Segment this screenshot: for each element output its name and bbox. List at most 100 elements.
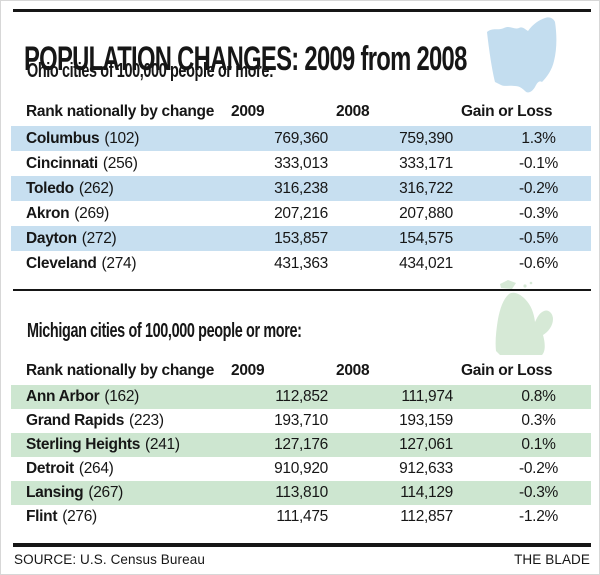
pop-2008-cell: 111,974 (336, 385, 461, 409)
table-row: Flint (276) 111,475 112,857 -1.2% (11, 505, 591, 529)
city-name: Cincinnati (26, 154, 98, 172)
pop-2009-cell: 113,810 (231, 481, 336, 505)
pop-2008-cell: 127,061 (336, 433, 461, 457)
change-cell: 1.3% (461, 126, 591, 151)
city-cell: Lansing (267) (11, 481, 231, 505)
change-cell: -0.2% (519, 460, 558, 477)
pop-2008-cell: 112,857 (400, 508, 453, 525)
city-name: Toledo (26, 179, 74, 197)
change-cell: -0.3% (461, 481, 591, 505)
city-rank: (267) (88, 484, 124, 501)
city-rank: (272) (81, 229, 117, 247)
city-name: Ann Arbor (26, 388, 100, 405)
city-cell: Ann Arbor (162) (11, 385, 231, 409)
table-row: Akron (269) 207,216 207,880 -0.3% (11, 201, 591, 226)
table-row: Grand Rapids (223) 193,710 193,159 0.3% (11, 409, 591, 433)
pop-2009-cell: 316,238 (231, 176, 336, 201)
pop-2008-cell: 193,159 (399, 412, 453, 429)
change-cell: 0.3% (521, 412, 556, 429)
city-rank: (264) (78, 460, 114, 477)
table-row: Columbus (102) 769,360 759,390 1.3% (11, 126, 591, 151)
city-cell: Grand Rapids (223) (11, 409, 231, 433)
city-cell: Toledo (262) (11, 176, 231, 201)
col-header-rank: Rank nationally by change (26, 103, 215, 120)
city-rank: (102) (104, 129, 140, 147)
city-name: Cleveland (26, 254, 97, 272)
pop-2009-cell: 207,216 (274, 204, 328, 222)
pop-2008-cell: 114,129 (336, 481, 461, 505)
ohio-table: Rank nationally by change 2009 2008 Gain… (11, 102, 591, 276)
city-rank: (269) (74, 204, 109, 222)
table-row: Lansing (267) 113,810 114,129 -0.3% (11, 481, 591, 505)
pop-2009-cell: 153,857 (231, 226, 336, 251)
michigan-table: Rank nationally by change 2009 2008 Gain… (11, 361, 591, 529)
city-rank: (241) (145, 436, 180, 453)
table-row: Toledo (262) 316,238 316,722 -0.2% (11, 176, 591, 201)
city-cell: Cincinnati (256) (11, 151, 231, 176)
col-header-gain-or-loss: Gain or Loss (461, 103, 553, 120)
pop-2009-cell: 431,363 (274, 254, 328, 272)
top-rule (13, 9, 591, 12)
city-rank: (162) (104, 388, 140, 405)
city-rank: (276) (62, 508, 97, 525)
table-row: Cleveland (274) 431,363 434,021 -0.6% (11, 251, 591, 276)
pop-2008-cell: 316,722 (336, 176, 461, 201)
city-name: Sterling Heights (26, 436, 141, 453)
bottom-rule (13, 543, 591, 547)
change-cell: 0.8% (461, 385, 591, 409)
pop-2009-cell: 910,920 (274, 460, 328, 477)
pop-2008-cell: 759,390 (336, 126, 461, 151)
city-cell: Detroit (264) (11, 457, 231, 481)
michigan-state-icon (495, 280, 553, 355)
city-name: Grand Rapids (26, 412, 125, 429)
change-cell: -0.2% (461, 176, 591, 201)
table-row: Ann Arbor (162) 112,852 111,974 0.8% (11, 385, 591, 409)
col-header-rank: Rank nationally by change (26, 362, 215, 379)
city-cell: Akron (269) (11, 201, 231, 226)
pop-2008-cell: 912,633 (399, 460, 453, 477)
pop-2008-cell: 154,575 (336, 226, 461, 251)
ohio-section-subtitle: Ohio cities of 100,000 people or more: (27, 60, 274, 82)
city-cell: Flint (276) (11, 505, 231, 529)
pop-2008-cell: 207,880 (399, 204, 453, 222)
city-cell: Columbus (102) (11, 126, 231, 151)
publisher-credit: THE BLADE (514, 552, 590, 567)
table-row: Cincinnati (256) 333,013 333,171 -0.1% (11, 151, 591, 176)
page-title: POPULATION CHANGES: 2009 from 2008 (24, 39, 467, 78)
change-cell: -0.1% (519, 154, 558, 172)
footer: SOURCE: U.S. Census Bureau THE BLADE (14, 552, 590, 567)
pop-2009-cell: 111,475 (276, 508, 328, 525)
city-cell: Dayton (272) (11, 226, 231, 251)
city-name: Columbus (26, 129, 100, 147)
table-row: Detroit (264) 910,920 912,633 -0.2% (11, 457, 591, 481)
city-rank: (274) (101, 254, 137, 272)
city-cell: Sterling Heights (241) (11, 433, 231, 457)
pop-2008-cell: 434,021 (399, 254, 453, 272)
pop-2008-cell: 333,171 (399, 154, 453, 172)
city-rank: (262) (78, 179, 114, 197)
col-header-2008: 2008 (336, 103, 370, 120)
city-rank: (223) (129, 412, 164, 429)
pop-2009-cell: 193,710 (274, 412, 328, 429)
col-header-gain-or-loss: Gain or Loss (461, 362, 553, 379)
change-cell: -1.2% (519, 508, 558, 525)
pop-2009-cell: 112,852 (231, 385, 336, 409)
city-name: Flint (26, 508, 58, 525)
change-cell: -0.6% (519, 254, 558, 272)
city-rank: (256) (102, 154, 138, 172)
ohio-table-header-row: Rank nationally by change 2009 2008 Gain… (11, 102, 591, 126)
city-cell: Cleveland (274) (11, 251, 231, 276)
pop-2009-cell: 769,360 (231, 126, 336, 151)
table-row: Dayton (272) 153,857 154,575 -0.5% (11, 226, 591, 251)
city-name: Akron (26, 204, 70, 222)
table-row: Sterling Heights (241) 127,176 127,061 0.… (11, 433, 591, 457)
change-cell: -0.5% (461, 226, 591, 251)
source-credit: SOURCE: U.S. Census Bureau (14, 552, 205, 567)
city-name: Detroit (26, 460, 74, 477)
col-header-2008: 2008 (336, 362, 370, 379)
city-name: Dayton (26, 229, 77, 247)
change-cell: 0.1% (461, 433, 591, 457)
change-cell: -0.3% (519, 204, 558, 222)
ohio-state-icon (487, 17, 557, 93)
